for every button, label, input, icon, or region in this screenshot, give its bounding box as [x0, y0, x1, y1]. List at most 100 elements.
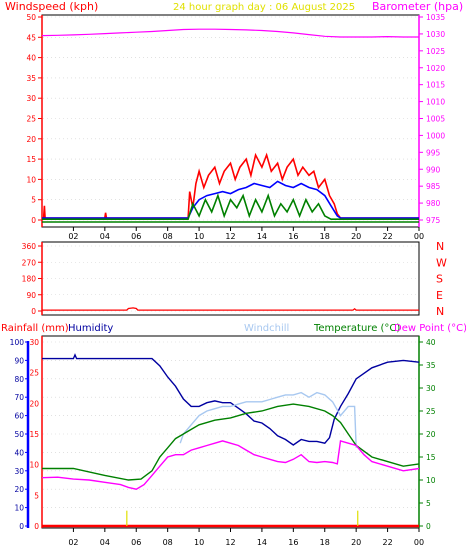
humidity-tick-label: 60 — [14, 412, 24, 421]
humidity-tick-label: 100 — [10, 338, 25, 347]
temp-tick-label: 30 — [426, 384, 436, 393]
humidity-tick-label: 70 — [14, 393, 24, 402]
wind-baro-series — [41, 28, 419, 223]
right-tick-label: 1015 — [426, 81, 445, 90]
x-tick-label: 04 — [100, 538, 110, 547]
right-tick-label: 1030 — [426, 30, 445, 39]
right-tick-label: 1025 — [426, 47, 445, 56]
right-tick-label: 1005 — [426, 115, 445, 124]
barometer-line — [41, 28, 419, 38]
wind-direction-series — [42, 307, 419, 311]
x-tick-label: 08 — [163, 232, 173, 241]
temp-tick-label: 5 — [426, 499, 431, 508]
barometer-label: Barometer (hpa) — [372, 0, 463, 13]
direction-tick-label: 360 — [22, 242, 37, 251]
x-tick-label: 02 — [68, 232, 78, 241]
direction-tick-label: 270 — [22, 258, 37, 267]
humidity-label: Humidity — [68, 323, 113, 334]
direction-tick-label: 180 — [22, 275, 37, 284]
x-tick-label: 00 — [414, 232, 424, 241]
right-tick-label: 985 — [426, 182, 441, 191]
right-tick-label: 975 — [426, 216, 441, 225]
x-tick-label: 00 — [414, 538, 424, 547]
rain-tick-label: 0 — [34, 522, 39, 531]
windchill-line — [179, 391, 357, 448]
right-tick-label: 995 — [426, 148, 441, 157]
x-tick-label: 12 — [225, 232, 235, 241]
x-tick-label: 16 — [288, 232, 298, 241]
humidity-tick-label: 80 — [14, 375, 24, 384]
chart-title: 24 hour graph day : 06 August 2025 — [173, 2, 355, 13]
temp-tick-label: 20 — [426, 430, 436, 439]
x-tick-label: 10 — [194, 232, 204, 241]
x-tick-label: 14 — [257, 538, 267, 547]
x-tick-label: 04 — [100, 232, 110, 241]
temp-tick-label: 0 — [426, 522, 431, 531]
humidity-tick-label: 40 — [14, 448, 24, 457]
right-tick-label: 1020 — [426, 64, 445, 73]
humidity-tick-label: 10 — [14, 504, 24, 513]
wind_green-line — [42, 193, 419, 220]
compass-label-e: E — [436, 289, 443, 302]
right-tick-label: 980 — [426, 199, 441, 208]
humidity-tick-label: 90 — [14, 356, 24, 365]
humidity-tick-label: 20 — [14, 485, 24, 494]
x-tick-label: 18 — [320, 232, 330, 241]
right-tick-label: 1000 — [426, 131, 445, 140]
compass-label-s: S — [436, 273, 443, 286]
temperature-label: Temperature (°C) — [313, 323, 400, 334]
x-tick-label: 18 — [320, 538, 330, 547]
windspeed-label: Windspeed (kph) — [5, 0, 98, 13]
right-tick-label: 1035 — [426, 13, 445, 22]
rain-tick-label: 20 — [29, 399, 39, 408]
compass-label-n: N — [436, 240, 444, 253]
direction-tick-label: 0 — [31, 307, 36, 316]
compass-label-w: W — [436, 256, 447, 269]
dew-point-label: Dew Point (°C) — [394, 323, 466, 334]
x-tick-label: 12 — [225, 538, 235, 547]
temp-tick-label: 10 — [426, 476, 436, 485]
left-tick-label: 5 — [31, 196, 36, 205]
humidity-tick-label: 0 — [19, 522, 24, 531]
x-tick-label: 16 — [288, 538, 298, 547]
left-tick-label: 40 — [26, 54, 36, 63]
left-tick-label: 45 — [26, 33, 36, 42]
wind_avg-line — [42, 180, 419, 219]
x-tick-label: 10 — [194, 538, 204, 547]
rain-tick-label: 5 — [34, 491, 39, 500]
x-tick-label: 22 — [382, 538, 392, 547]
x-tick-label: 08 — [163, 538, 173, 547]
temp-tick-label: 15 — [426, 453, 436, 462]
windchill-label: Windchill — [244, 323, 289, 334]
right-tick-label: 1010 — [426, 98, 445, 107]
wind-direction-line — [42, 307, 419, 311]
humidity-tick-label: 30 — [14, 467, 24, 476]
left-tick-label: 35 — [26, 74, 36, 83]
x-tick-label: 14 — [257, 232, 267, 241]
rain-tick-label: 10 — [29, 461, 39, 470]
x-tick-label: 02 — [68, 538, 78, 547]
left-tick-label: 0 — [31, 216, 36, 225]
rainfall-label: Rainfall (mm) — [1, 323, 69, 334]
humidity-line — [42, 353, 420, 446]
temp-tick-label: 35 — [426, 361, 436, 370]
compass-label-n: N — [436, 305, 444, 318]
left-tick-label: 15 — [26, 155, 36, 164]
dew_point-line — [41, 439, 420, 490]
x-tick-label: 20 — [351, 538, 361, 547]
temperature-line — [42, 403, 420, 481]
left-tick-label: 30 — [26, 94, 36, 103]
rain-tick-label: 30 — [29, 338, 39, 347]
temp-tick-label: 25 — [426, 407, 436, 416]
x-tick-label: 20 — [351, 232, 361, 241]
wind-baro-axes: 0510152025303540455097598098599099510001… — [26, 13, 445, 241]
left-tick-label: 20 — [26, 135, 36, 144]
direction-tick-label: 90 — [26, 291, 36, 300]
left-tick-label: 50 — [26, 13, 36, 22]
rain-tick-label: 25 — [29, 369, 39, 378]
left-tick-label: 25 — [26, 115, 36, 124]
temp-tick-label: 40 — [426, 338, 436, 347]
